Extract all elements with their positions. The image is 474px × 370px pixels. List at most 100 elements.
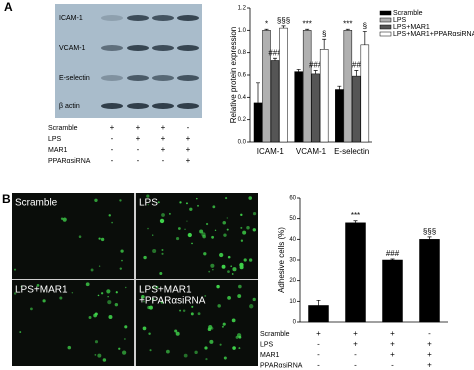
y-tick-label: 0.8 — [238, 50, 247, 56]
cell-dot — [207, 327, 212, 332]
bar — [302, 30, 312, 143]
cell-dot — [148, 332, 151, 335]
significance: ### — [309, 61, 323, 70]
cell-dot — [221, 264, 226, 269]
cell-dot — [107, 295, 109, 298]
cell-dot — [119, 199, 122, 202]
blot-band — [127, 45, 149, 51]
cell-dot — [142, 326, 147, 331]
cell-dot — [248, 196, 253, 200]
micrograph — [12, 193, 134, 279]
y-tick-label: 60 — [289, 196, 296, 202]
treatment-sign: + — [136, 134, 141, 143]
cell-dot — [246, 226, 250, 230]
cell-dot — [210, 263, 215, 268]
cell-dot — [147, 203, 150, 206]
treatment-sign: + — [186, 134, 191, 143]
blot-band — [101, 45, 123, 51]
blot-band — [152, 75, 174, 81]
cell-dot — [59, 296, 63, 300]
x-tick-label: ICAM-1 — [257, 147, 285, 156]
blot-band — [152, 103, 174, 109]
bar — [419, 239, 440, 323]
cell-dot — [239, 262, 244, 268]
blot-membrane — [55, 4, 202, 118]
cell-dot — [114, 302, 119, 307]
cell-dot — [236, 333, 242, 338]
treatment-sign: + — [427, 361, 432, 370]
significance: § — [363, 22, 367, 31]
cell-dot — [121, 350, 127, 355]
bar — [311, 73, 320, 143]
cell-dot — [190, 312, 194, 316]
cell-dot — [219, 252, 224, 258]
cell-dot — [120, 249, 124, 253]
significance: ## — [352, 61, 361, 70]
cell-dot — [189, 207, 193, 211]
treatment-label: MAR1 — [260, 352, 280, 359]
cell-dot — [252, 211, 257, 216]
error-bar — [305, 28, 310, 31]
blot-band — [177, 75, 199, 81]
cell-dot — [85, 282, 90, 287]
cell-dot — [161, 249, 164, 251]
treatment-sign: - — [111, 134, 114, 143]
cell-dot — [62, 217, 67, 222]
treatment-sign: - — [354, 350, 357, 359]
treatment-sign: + — [390, 329, 395, 338]
cell-dot — [208, 270, 211, 273]
image-label: Scramble — [15, 198, 58, 209]
treatment-sign: - — [317, 350, 320, 359]
blot-band — [101, 75, 123, 81]
cell-dot — [184, 228, 186, 231]
bar — [335, 89, 344, 143]
y-tick-label: 40 — [289, 237, 296, 243]
bar — [345, 222, 366, 323]
cell-dot — [217, 304, 221, 308]
cell-dot — [238, 284, 242, 289]
treatment-sign: + — [186, 145, 191, 154]
significance: ### — [268, 48, 282, 57]
cell-dot — [242, 230, 247, 235]
error-bar — [296, 69, 301, 72]
cell-dot — [60, 217, 64, 220]
cell-dot — [101, 292, 104, 295]
protein-label: β actin — [59, 103, 80, 110]
cell-dot — [209, 339, 214, 344]
x-tick-label: E-selectin — [334, 147, 369, 156]
cell-dot — [223, 356, 227, 360]
bar — [360, 44, 370, 143]
cell-dot — [108, 315, 113, 319]
cell-dot — [248, 258, 253, 262]
treatment-sign: + — [390, 350, 395, 359]
bar — [308, 305, 329, 323]
cell-dot — [252, 297, 256, 302]
error-bar — [353, 220, 358, 223]
cell-dot — [201, 232, 206, 237]
cell-dot — [240, 213, 243, 217]
treatment-label: LPS — [260, 341, 274, 348]
error-bar — [316, 299, 321, 306]
treatment-label: MAR1 — [48, 147, 68, 154]
cell-dot — [159, 218, 165, 224]
cell-dot — [249, 304, 254, 309]
cell-dot — [175, 236, 180, 241]
y-tick-label: 0.2 — [238, 117, 247, 123]
panel-label: A — [4, 0, 13, 14]
cell-dot — [108, 214, 111, 217]
treatment-sign: - — [317, 340, 320, 349]
cell-dot — [155, 285, 159, 289]
cell-dot — [118, 347, 121, 350]
cell-dot — [238, 347, 241, 350]
cell-dot — [240, 239, 244, 242]
y-tick-label: 50 — [289, 216, 296, 222]
cell-dot — [78, 235, 82, 238]
cell-dot — [226, 228, 229, 231]
cell-dot — [216, 284, 220, 289]
treatment-sign: + — [427, 340, 432, 349]
y-tick-label: 1.0 — [238, 28, 247, 34]
y-tick-label: 0.0 — [238, 140, 247, 146]
cell-dot — [179, 201, 182, 204]
cell-dot — [182, 309, 186, 313]
